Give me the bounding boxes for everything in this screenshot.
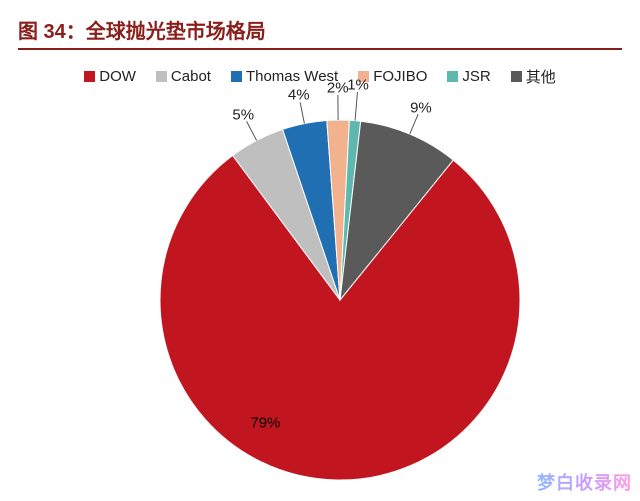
leader-line xyxy=(410,114,418,134)
chart-area: 79%5%4%2%1%9% xyxy=(0,90,640,501)
legend-swatch xyxy=(84,71,95,82)
chart-title: 图 34：全球抛光垫市场格局 xyxy=(18,15,266,44)
leader-line xyxy=(300,102,304,123)
pie-label: 2% xyxy=(327,79,349,96)
pie-label: 9% xyxy=(410,99,432,116)
pie-label: 4% xyxy=(288,87,310,104)
pie-label: 5% xyxy=(232,106,254,123)
pie-label: 79% xyxy=(250,415,280,432)
leader-line xyxy=(355,92,357,121)
title-bar: 图 34：全球抛光垫市场格局 xyxy=(18,10,622,50)
leader-line xyxy=(247,121,257,140)
pie-chart: 79% 5% 4% 2%1% 9% xyxy=(100,60,580,501)
chart-frame: 图 34：全球抛光垫市场格局 DOWCabotThomas WestFOJIBO… xyxy=(0,0,640,501)
pie-label: 1% xyxy=(347,76,369,93)
